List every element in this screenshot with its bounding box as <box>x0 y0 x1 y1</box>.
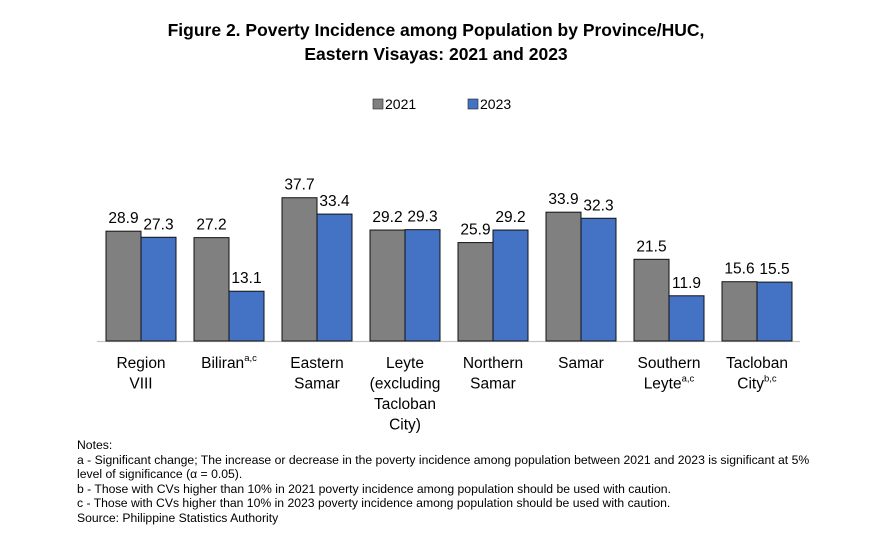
bar-2021-0 <box>105 230 142 342</box>
notes: Notes: a - Significant change; The incre… <box>77 438 837 526</box>
x-tick-superscript: a,c <box>244 353 257 364</box>
bar-2021-4 <box>457 242 494 342</box>
bar-2021-5 <box>545 211 582 342</box>
data-label-2021-7: 15.6 <box>724 261 754 278</box>
note-b: b - Those with CVs higher than 10% in 20… <box>77 481 671 496</box>
x-tick-label-2: Eastern <box>290 355 343 372</box>
x-tick-label-1: Bilirana,c <box>201 353 257 372</box>
data-label-2023-3: 29.3 <box>407 209 437 226</box>
legend-swatch-2023 <box>467 98 479 110</box>
bar-2023-6 <box>668 295 705 342</box>
data-label-2023-7: 15.5 <box>759 261 789 278</box>
legend-swatch-2021 <box>372 98 384 110</box>
bar-2021-6 <box>633 258 670 342</box>
bar-chart: 2021 2023 28.9 27.3 Region VIII 27.2 13.1 Bilira… <box>97 96 800 434</box>
legend-label-2021: 2021 <box>385 96 416 112</box>
bar-2023-2 <box>316 213 353 342</box>
data-label-2021-2: 37.7 <box>284 177 314 194</box>
bar-2021-1 <box>193 237 230 342</box>
bar-2023-1 <box>228 290 265 342</box>
x-tick-label-3: City) <box>389 417 421 434</box>
data-label-2023-5: 32.3 <box>583 197 613 214</box>
bar-2023-3 <box>404 229 441 342</box>
note-c: c - Those with CVs higher than 10% in 20… <box>77 496 671 511</box>
x-tick-label-4: Northern <box>463 355 523 372</box>
data-label-2023-2: 33.4 <box>319 193 350 210</box>
bar-2021-7 <box>721 281 758 342</box>
x-tick-label-6: Leytea,c <box>644 374 695 393</box>
bar-2023-0 <box>140 236 177 342</box>
data-label-2023-6: 11.9 <box>672 275 701 292</box>
data-label-2021-4: 25.9 <box>460 222 490 239</box>
note-a: a - Significant change; The increase or … <box>77 452 810 482</box>
data-label-2021-3: 29.2 <box>372 209 402 226</box>
x-tick-superscript: a,c <box>682 374 695 385</box>
bar-2023-4 <box>492 229 529 342</box>
bar-2023-5 <box>580 217 617 342</box>
data-label-2021-6: 21.5 <box>636 238 666 255</box>
chart-title: Figure 2. Poverty Incidence among Popula… <box>0 18 872 66</box>
bar-2021-2 <box>281 197 318 342</box>
data-label-2023-1: 13.1 <box>231 270 261 287</box>
legend-label-2023: 2023 <box>480 96 511 112</box>
chart-subtitle: Eastern Visayas: 2021 and 2023 <box>304 44 568 64</box>
bar-2023-7 <box>756 281 793 342</box>
x-tick-label-3: Leyte <box>386 355 424 372</box>
x-tick-label-3: Tacloban <box>374 396 436 413</box>
x-tick-label-0: VIII <box>129 376 152 393</box>
chart-title-line1: Figure 2. Poverty Incidence among Popula… <box>167 20 705 40</box>
x-tick-label-0: Region <box>116 355 165 372</box>
notes-heading: Notes: <box>77 438 113 452</box>
x-tick-label-3: (excluding <box>370 376 441 393</box>
x-tick-label-4: Samar <box>470 376 516 393</box>
data-label-2023-0: 27.3 <box>143 216 173 233</box>
source: Source: Philippine Statistics Authority <box>77 510 279 525</box>
x-tick-label-7: Tacloban <box>726 355 788 372</box>
x-tick-label-7: Cityb,c <box>737 374 777 393</box>
x-tick-superscript: b,c <box>764 374 777 385</box>
x-tick-label-5: Samar <box>558 355 604 372</box>
data-label-2021-5: 33.9 <box>548 191 578 208</box>
data-label-2023-4: 29.2 <box>495 209 525 226</box>
data-label-2021-1: 27.2 <box>196 217 226 234</box>
data-label-2021-0: 28.9 <box>108 210 138 227</box>
x-tick-label-6: Southern <box>638 355 701 372</box>
x-tick-label-2: Samar <box>294 376 340 393</box>
bar-2021-3 <box>369 229 406 342</box>
